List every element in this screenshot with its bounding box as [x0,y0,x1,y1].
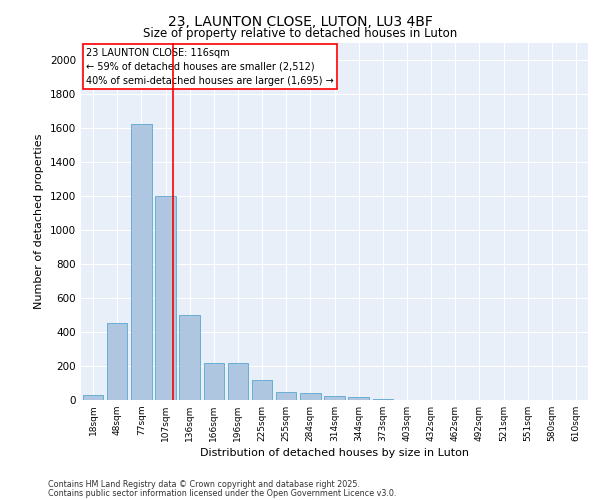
Bar [276,392,296,400]
Bar [131,124,152,400]
Bar [373,399,393,400]
Text: Contains public sector information licensed under the Open Government Licence v3: Contains public sector information licen… [48,488,397,498]
Text: Size of property relative to detached houses in Luton: Size of property relative to detached ho… [143,28,457,40]
Text: 23, LAUNTON CLOSE, LUTON, LU3 4BF: 23, LAUNTON CLOSE, LUTON, LU3 4BF [167,15,433,29]
Bar [155,196,176,400]
Bar [107,324,127,400]
Bar [179,315,200,400]
Text: 23 LAUNTON CLOSE: 116sqm
← 59% of detached houses are smaller (2,512)
40% of sem: 23 LAUNTON CLOSE: 116sqm ← 59% of detach… [86,48,334,86]
Bar [252,380,272,400]
Bar [324,396,345,400]
Bar [227,362,248,400]
Bar [83,395,103,400]
Bar [300,393,320,400]
Y-axis label: Number of detached properties: Number of detached properties [34,134,44,309]
Bar [349,396,369,400]
Text: Contains HM Land Registry data © Crown copyright and database right 2025.: Contains HM Land Registry data © Crown c… [48,480,360,489]
X-axis label: Distribution of detached houses by size in Luton: Distribution of detached houses by size … [200,448,469,458]
Bar [203,362,224,400]
